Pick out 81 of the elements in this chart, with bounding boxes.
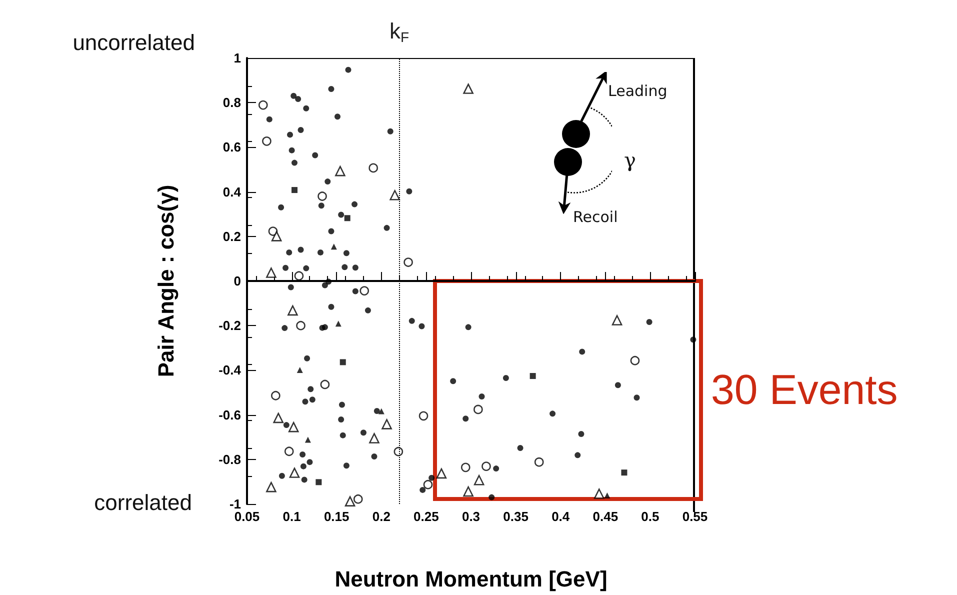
y-tick-label: 0.6 xyxy=(222,140,241,155)
x-tick-label: 0.55 xyxy=(682,509,708,524)
point xyxy=(344,215,350,222)
point xyxy=(436,468,447,479)
x-tick-label: 0.4 xyxy=(552,509,570,524)
text: correlated xyxy=(94,490,192,516)
x-tick-label: 0.2 xyxy=(372,509,390,524)
point xyxy=(612,315,622,326)
point xyxy=(368,163,378,173)
point xyxy=(404,258,413,267)
y-axis-title: Pair Angle : cos(γ) xyxy=(154,184,178,378)
annotation: γ xyxy=(624,148,636,172)
point xyxy=(630,356,640,366)
text: uncorrelated xyxy=(72,30,195,56)
point xyxy=(382,419,392,430)
point xyxy=(394,446,404,456)
x-tick-label: 0.15 xyxy=(324,509,350,524)
y-tick-label: -0.2 xyxy=(218,318,241,334)
point xyxy=(378,408,384,414)
point xyxy=(294,271,304,281)
point xyxy=(271,231,282,242)
y-tick-label: 1 xyxy=(234,50,241,66)
point xyxy=(604,492,610,499)
point xyxy=(474,404,483,414)
point xyxy=(316,479,322,486)
x-tick-label: 0.5 xyxy=(641,509,660,524)
point xyxy=(353,494,363,504)
point xyxy=(289,468,300,478)
x-tick-label: 0.3 xyxy=(462,509,480,524)
point xyxy=(369,433,380,444)
point xyxy=(258,100,268,110)
text: 30 Events xyxy=(711,366,898,414)
point xyxy=(360,286,370,296)
y-tick-label: 0.2 xyxy=(222,228,241,244)
point xyxy=(304,436,311,443)
point xyxy=(266,482,276,492)
point xyxy=(268,226,278,236)
x-tick-label: 0.35 xyxy=(503,509,528,524)
y-tick-label: -1 xyxy=(229,496,241,512)
point xyxy=(340,359,346,366)
point xyxy=(390,190,400,200)
point xyxy=(463,486,474,497)
y-tick-label: -0.4 xyxy=(218,362,242,378)
annotation: Recoil xyxy=(573,208,618,226)
point xyxy=(463,84,474,94)
point xyxy=(266,268,276,278)
point xyxy=(534,457,544,467)
y-tick-label: -0.8 xyxy=(218,452,241,467)
x-axis-title: Neutron Momentum [GeV] xyxy=(334,566,608,592)
point xyxy=(330,244,337,250)
x-tick-label: 0.1 xyxy=(282,509,301,524)
y-tick-label: -0.6 xyxy=(218,407,241,422)
point xyxy=(335,320,342,327)
point xyxy=(291,187,298,194)
point xyxy=(474,474,484,486)
x-tick-label: 0.05 xyxy=(234,509,260,524)
y-tick-label: 0.8 xyxy=(222,95,241,110)
point xyxy=(482,462,491,471)
point xyxy=(335,166,346,176)
point xyxy=(318,192,327,201)
annotation: Leading xyxy=(608,82,668,100)
y-tick-label: 0 xyxy=(234,274,241,288)
point xyxy=(284,446,294,456)
point xyxy=(271,390,280,400)
point xyxy=(423,480,433,490)
point xyxy=(594,488,604,499)
x-tick-label: 0.45 xyxy=(592,509,618,524)
point xyxy=(530,373,536,379)
point xyxy=(296,320,306,330)
point xyxy=(273,412,284,424)
point xyxy=(344,496,356,506)
point xyxy=(621,470,628,476)
point xyxy=(418,411,428,421)
point xyxy=(262,136,272,146)
point xyxy=(296,366,303,373)
point xyxy=(460,462,470,472)
point xyxy=(320,380,330,390)
x-tick-label: 0.25 xyxy=(414,509,439,524)
point xyxy=(288,305,298,316)
point xyxy=(288,422,299,432)
y-tick-label: 0.4 xyxy=(222,184,242,200)
